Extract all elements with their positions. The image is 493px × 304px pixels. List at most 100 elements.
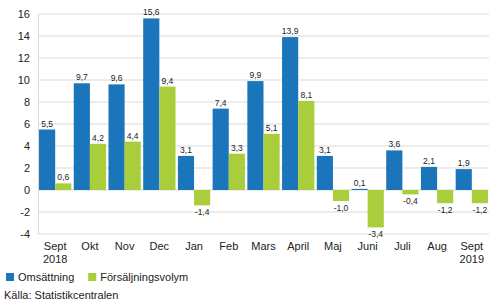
data-label: -1,2	[438, 205, 453, 215]
data-label: -3,4	[368, 229, 383, 239]
data-label: -1,4	[195, 207, 210, 217]
data-label: 4,4	[127, 131, 139, 141]
bar	[264, 134, 280, 190]
y-tick: 16	[18, 8, 38, 20]
y-tick: 4	[24, 140, 38, 152]
x-tick-label-line: 2018	[43, 253, 67, 265]
x-tick-label: Aug	[427, 240, 447, 252]
data-labels: 5,59,79,615,63,17,49,913,93,10,13,62,11,…	[41, 7, 487, 239]
legend-label: Omsättning	[18, 271, 74, 283]
bar	[386, 150, 402, 190]
bars	[39, 18, 488, 227]
x-tick: Sept2019	[460, 234, 484, 265]
bar	[108, 84, 124, 190]
x-tick-label-line: Dec	[150, 240, 170, 252]
bar	[282, 37, 298, 190]
x-tick: Maj	[324, 234, 342, 252]
x-axis-line	[39, 234, 490, 235]
x-tick-label-line: Juli	[394, 240, 411, 252]
legend-item: Omsättning	[6, 271, 74, 283]
bar	[194, 190, 210, 205]
bar	[90, 144, 106, 190]
y-tick: 10	[18, 74, 38, 86]
y-axis: -4-20246810121416	[18, 8, 39, 240]
data-label: 9,6	[111, 73, 123, 83]
x-tick: Nov	[115, 234, 135, 252]
bar	[213, 109, 229, 190]
y-tick: 2	[24, 162, 38, 174]
x-tick-label-line: Sept	[460, 240, 483, 252]
x-tick-label-line: Jan	[185, 240, 203, 252]
y-tick: 0	[24, 184, 38, 196]
plot: -4-20246810121416Sept2018OktNovDecJanFeb…	[18, 7, 490, 265]
y-axis-line	[38, 15, 39, 235]
data-label: 9,9	[250, 70, 262, 80]
x-tick-label: April	[287, 240, 309, 252]
y-tick-label: 12	[18, 52, 30, 64]
x-tick-label: Sept2018	[43, 240, 67, 265]
grid-line	[38, 36, 489, 37]
x-tick-label: Jan	[185, 240, 203, 252]
x-tick: Jan	[185, 234, 203, 252]
series-bars	[39, 18, 472, 190]
x-tick: Aug	[427, 234, 447, 252]
x-tick: Mars	[251, 234, 276, 252]
bar	[402, 190, 418, 194]
legend-swatch	[6, 273, 14, 281]
bar	[421, 167, 437, 190]
bar	[298, 101, 314, 190]
x-tick: Sept2018	[43, 234, 67, 265]
y-tick-label: 14	[18, 30, 30, 42]
x-tick-label: Okt	[81, 240, 98, 252]
x-tick: April	[287, 234, 309, 252]
bar	[143, 18, 159, 190]
data-label: 13,9	[282, 26, 299, 36]
y-tick-label: 2	[24, 162, 30, 174]
y-tick-label: 10	[18, 74, 30, 86]
y-tick: 12	[18, 52, 38, 64]
legend-label: Försäljningsvolym	[100, 271, 188, 283]
grid-line	[38, 14, 489, 15]
x-tick: Okt	[81, 234, 98, 252]
x-tick: Feb	[219, 234, 238, 252]
bar	[247, 81, 263, 190]
x-tick-label: Sept2019	[460, 240, 484, 265]
bar	[437, 190, 453, 203]
x-tick-label: Feb	[219, 240, 238, 252]
data-label: -0,4	[403, 196, 418, 206]
x-tick-label: Dec	[150, 240, 170, 252]
data-label: 4,2	[92, 133, 104, 143]
x-axis: Sept2018OktNovDecJanFebMarsAprilMajJuniJ…	[39, 234, 490, 265]
data-label: 7,4	[215, 98, 227, 108]
x-tick-label-line: Maj	[324, 240, 342, 252]
bar	[472, 190, 488, 203]
data-label: 9,4	[162, 76, 174, 86]
data-label: 8,1	[300, 90, 312, 100]
grid-line	[38, 80, 489, 81]
data-label: -1,2	[473, 205, 488, 215]
data-label: 15,6	[143, 7, 160, 17]
bar	[317, 156, 333, 190]
x-tick-label: Nov	[115, 240, 135, 252]
bar	[55, 183, 71, 190]
bar	[368, 190, 384, 227]
data-label: 0,6	[57, 172, 69, 182]
bar	[125, 142, 141, 190]
x-tick-label: Juli	[394, 240, 411, 252]
y-tick: -2	[20, 206, 38, 218]
x-tick-label: Mars	[251, 240, 276, 252]
grid-line	[38, 234, 489, 235]
bar	[159, 87, 175, 190]
x-tick-label-line: Feb	[219, 240, 238, 252]
x-tick-label-line: April	[287, 240, 309, 252]
x-tick-label: Maj	[324, 240, 342, 252]
x-tick-label-line: 2019	[460, 253, 484, 265]
x-tick-label: Juni	[358, 240, 378, 252]
y-tick-label: 8	[24, 96, 30, 108]
y-tick: 14	[18, 30, 38, 42]
bar	[39, 130, 55, 191]
legend: Omsättning Försäljningsvolym	[6, 271, 188, 283]
bar	[229, 154, 245, 190]
x-tick-label-line: Juni	[358, 240, 378, 252]
grid-line	[38, 212, 489, 213]
